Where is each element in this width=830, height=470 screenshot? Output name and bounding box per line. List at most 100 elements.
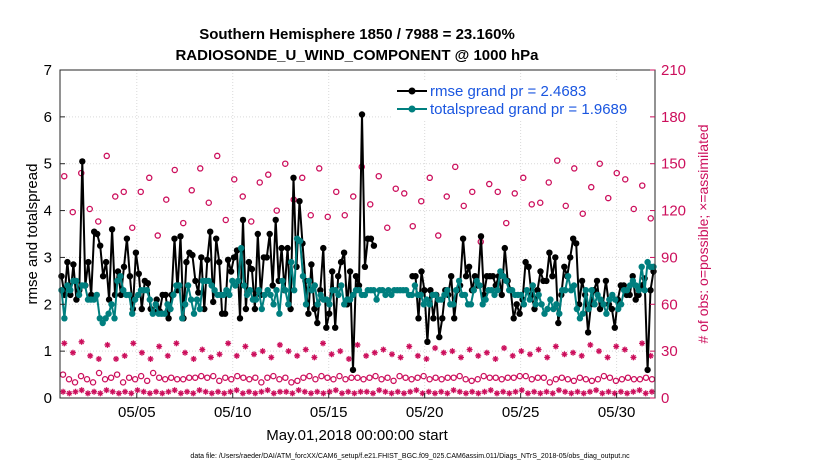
obs-possible-marker xyxy=(432,374,439,381)
series-point-1 xyxy=(246,287,254,294)
star-stroke xyxy=(639,340,645,346)
series-point-1 xyxy=(417,291,424,299)
obs-possible-marker xyxy=(494,188,501,196)
star-stroke xyxy=(277,389,283,395)
obs-assimilated-marker xyxy=(531,388,538,395)
series-point-0 xyxy=(326,310,333,317)
obs-possible-marker xyxy=(485,180,493,188)
obs-possible-marker xyxy=(230,176,238,183)
obs-assimilated-marker xyxy=(518,387,525,394)
y-right-tick-label: 60 xyxy=(661,296,678,313)
obs-possible-marker xyxy=(77,372,85,380)
obs-assimilated-marker xyxy=(369,390,376,397)
star-stroke xyxy=(141,389,147,395)
obs-possible-marker xyxy=(137,188,144,196)
star-stroke xyxy=(382,389,388,395)
series-point-1 xyxy=(349,291,357,299)
series-point-0 xyxy=(165,315,172,322)
chart-title-line2: RADIOSONDE_U_WIND_COMPONENT @ 1000 hPa xyxy=(175,47,539,64)
star-stroke xyxy=(363,353,369,359)
star-stroke xyxy=(303,347,309,353)
obs-possible-marker xyxy=(492,374,499,381)
series-layer xyxy=(58,111,657,374)
series-point-1 xyxy=(143,287,151,294)
series-point-1 xyxy=(146,296,153,303)
star-stroke xyxy=(398,354,404,360)
star-stroke xyxy=(283,389,289,395)
obs-assimilated-marker xyxy=(72,388,79,395)
obs-possible-marker xyxy=(502,219,510,227)
star-stroke xyxy=(568,390,574,396)
series-point-0 xyxy=(501,244,508,252)
obs-assimilated-marker xyxy=(630,354,637,361)
series-point-1 xyxy=(111,315,118,322)
star-stroke xyxy=(277,342,283,348)
series-point-0 xyxy=(543,277,550,285)
obs-assimilated-marker xyxy=(466,346,473,353)
y-right-tick-label: 90 xyxy=(661,249,678,266)
series-point-1 xyxy=(503,277,510,285)
series-point-0 xyxy=(546,249,553,256)
star-stroke xyxy=(599,390,605,396)
series-point-1 xyxy=(167,305,174,313)
legend-spread-label: totalspread grand pr = 1.9689 xyxy=(430,101,627,118)
obs-assimilated-marker xyxy=(475,390,482,397)
y-right-tick-label: 0 xyxy=(661,390,669,407)
obs-assimilated-marker xyxy=(164,352,171,359)
star-stroke xyxy=(221,390,227,396)
star-stroke xyxy=(488,387,494,393)
obs-assimilated-marker xyxy=(289,390,296,397)
star-stroke xyxy=(475,353,481,359)
x-tick-label: 05/30 xyxy=(598,404,636,421)
star-stroke xyxy=(510,353,516,359)
obs-assimilated-marker xyxy=(328,351,335,358)
obs-assimilated-marker xyxy=(475,352,482,359)
series-point-0 xyxy=(335,273,342,280)
series-point-1 xyxy=(588,287,595,294)
series-point-0 xyxy=(349,366,357,374)
obs-assimilated-marker xyxy=(483,349,490,356)
y-axis-right-label: # of obs: o=possible; ×=assimilated xyxy=(695,124,711,343)
series-point-1 xyxy=(323,296,330,303)
series-point-0 xyxy=(570,235,577,242)
obs-assimilated-marker xyxy=(647,352,654,359)
obs-assimilated-marker xyxy=(621,346,628,353)
obs-possible-marker xyxy=(392,185,399,192)
obs-possible-marker xyxy=(59,371,67,378)
star-stroke xyxy=(153,389,159,395)
star-stroke xyxy=(61,340,67,346)
obs-assimilated-marker xyxy=(109,388,116,395)
obs-possible-marker xyxy=(256,179,263,186)
series-point-1 xyxy=(67,287,74,294)
star-stroke xyxy=(531,389,537,395)
obs-possible-marker xyxy=(498,376,505,383)
obs-possible-marker xyxy=(383,224,391,232)
obs-possible-marker xyxy=(460,202,467,210)
obs-possible-marker xyxy=(540,374,548,381)
series-point-1 xyxy=(311,282,318,289)
star-stroke xyxy=(518,348,524,354)
star-stroke xyxy=(376,387,382,393)
obs-assimilated-marker xyxy=(587,341,594,348)
obs-assimilated-marker xyxy=(182,349,189,356)
obs-assimilated-marker xyxy=(570,349,577,356)
star-stroke xyxy=(268,354,274,360)
obs-assimilated-marker xyxy=(159,390,166,397)
star-stroke xyxy=(234,387,240,393)
series-point-0 xyxy=(412,273,419,280)
obs-possible-marker xyxy=(276,376,283,383)
series-point-0 xyxy=(245,258,253,266)
series-point-1 xyxy=(134,291,142,299)
star-stroke xyxy=(337,348,343,354)
series-point-1 xyxy=(223,287,230,294)
series-point-0 xyxy=(177,233,184,240)
x-tick-label: 05/25 xyxy=(502,404,540,421)
obs-assimilated-marker xyxy=(171,387,178,394)
star-stroke xyxy=(351,390,357,396)
star-stroke xyxy=(246,389,252,395)
obs-possible-marker xyxy=(462,376,469,383)
series-point-0 xyxy=(70,261,77,268)
star-stroke xyxy=(556,387,562,393)
series-point-0 xyxy=(337,258,345,266)
obs-possible-marker xyxy=(179,376,187,383)
